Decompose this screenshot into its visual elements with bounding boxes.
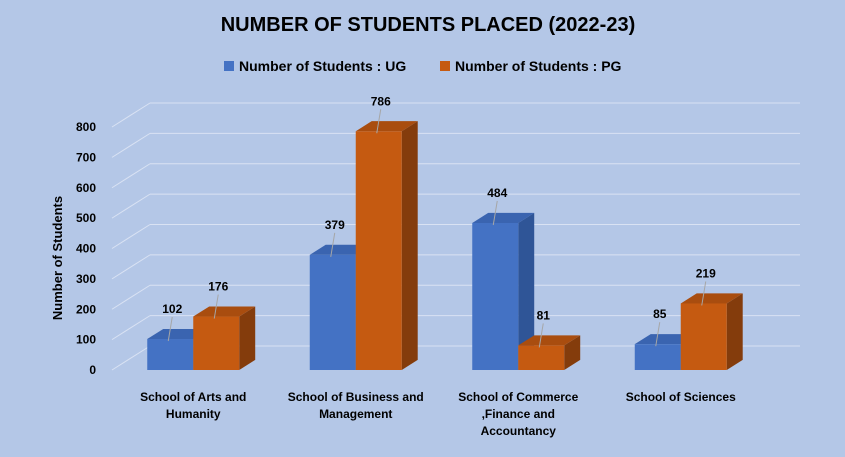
leader-line bbox=[330, 232, 336, 257]
legend-swatch-pg bbox=[440, 61, 450, 71]
bar-side bbox=[401, 121, 418, 370]
data-label: 81 bbox=[537, 308, 551, 322]
x-category-label: School of Commerce ,Finance and Accountanc… bbox=[458, 390, 578, 438]
y-tick-label: 600 bbox=[76, 181, 96, 195]
y-tick-label: 400 bbox=[76, 242, 96, 256]
y-tick-label: 700 bbox=[76, 150, 96, 164]
bar-top bbox=[518, 335, 581, 346]
legend-label-pg: Number of Students : PG bbox=[455, 58, 622, 74]
gridline-depth bbox=[111, 193, 151, 219]
gridline-depth bbox=[111, 224, 151, 249]
leader-line bbox=[538, 323, 544, 348]
bar-top bbox=[193, 306, 256, 317]
y-tick-label: 100 bbox=[76, 333, 96, 347]
x-category-label: School of Business and Management bbox=[288, 390, 424, 421]
bar-top bbox=[355, 121, 418, 132]
y-tick-label: 0 bbox=[89, 363, 96, 377]
bar-front bbox=[472, 222, 519, 370]
bars bbox=[147, 121, 743, 370]
gridline-depth bbox=[111, 284, 151, 310]
y-tick-label: 300 bbox=[76, 272, 96, 286]
gridline-depth bbox=[111, 163, 151, 189]
bar bbox=[472, 212, 535, 370]
leader-line bbox=[655, 322, 661, 347]
bar-front bbox=[355, 131, 402, 370]
legend: Number of Students : UG Number of Studen… bbox=[224, 58, 622, 74]
bar-front bbox=[680, 303, 727, 370]
leader-line bbox=[376, 109, 382, 134]
bar-side bbox=[726, 293, 743, 370]
data-label: 85 bbox=[653, 307, 667, 321]
y-tick-label: 500 bbox=[76, 211, 96, 225]
bar-front bbox=[518, 345, 565, 370]
gridline-depth bbox=[111, 345, 151, 371]
data-label: 786 bbox=[371, 94, 391, 108]
bar-front bbox=[634, 344, 681, 370]
bar-front bbox=[193, 316, 240, 370]
bar bbox=[680, 293, 743, 370]
x-category-label: School of Arts and Humanity bbox=[140, 390, 246, 421]
data-label: 102 bbox=[162, 302, 182, 316]
bar-side bbox=[564, 335, 581, 370]
y-axis-ticks: 0 100 200 300 400 500 600 700 800 bbox=[76, 120, 96, 377]
legend-swatch-ug bbox=[224, 61, 234, 71]
gridline-depth bbox=[111, 315, 151, 341]
data-label: 379 bbox=[325, 218, 345, 232]
leader-line bbox=[213, 294, 219, 319]
data-labels: 102 176 379 786 484 81 85 219 bbox=[162, 94, 716, 348]
gridline-depth bbox=[111, 254, 151, 280]
y-tick-label: 200 bbox=[76, 302, 96, 316]
bar bbox=[355, 121, 418, 370]
y-tick-label: 800 bbox=[76, 120, 96, 134]
bar-top bbox=[472, 212, 535, 223]
data-label: 484 bbox=[487, 186, 507, 200]
leader-line bbox=[701, 281, 707, 306]
leader-line bbox=[167, 316, 173, 342]
leader-line bbox=[492, 200, 498, 226]
chart-title: NUMBER OF STUDENTS PLACED (2022-23) bbox=[221, 14, 636, 36]
y-axis-label: Number of Students bbox=[50, 196, 65, 320]
data-label: 219 bbox=[696, 266, 716, 280]
bar-front bbox=[309, 254, 356, 370]
gridline-depth bbox=[111, 132, 151, 158]
x-axis-categories: School of Arts and Humanity School of Busi… bbox=[140, 390, 736, 438]
bar bbox=[193, 306, 256, 370]
gridline-depth bbox=[111, 102, 151, 128]
bar-side bbox=[239, 306, 256, 370]
bar-top bbox=[680, 293, 743, 304]
legend-label-ug: Number of Students : UG bbox=[239, 58, 406, 74]
bar bbox=[518, 335, 581, 370]
x-category-label: School of Sciences bbox=[626, 390, 736, 404]
data-label: 176 bbox=[208, 280, 228, 294]
bar-front bbox=[147, 339, 194, 370]
bar-side bbox=[518, 212, 535, 370]
